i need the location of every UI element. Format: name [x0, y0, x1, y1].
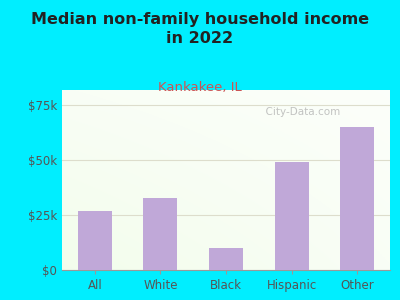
Text: Median non-family household income
in 2022: Median non-family household income in 20… — [31, 12, 369, 46]
Text: Kankakee, IL: Kankakee, IL — [158, 81, 242, 94]
Bar — [274, 162, 309, 270]
Bar — [78, 211, 112, 270]
Text: City-Data.com: City-Data.com — [259, 106, 340, 117]
Bar — [143, 198, 178, 270]
Bar — [209, 248, 243, 270]
Bar — [340, 127, 374, 270]
